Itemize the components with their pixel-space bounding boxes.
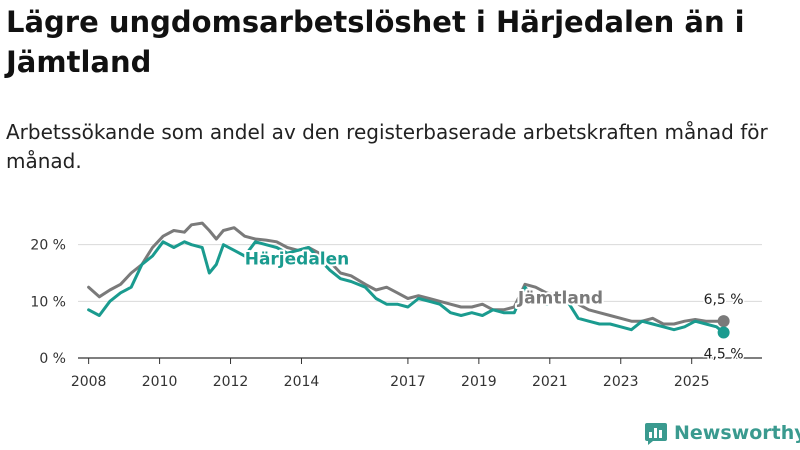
series-line-harjedalen bbox=[87, 240, 726, 334]
x-tick-label: 2025 bbox=[674, 374, 710, 390]
newsworthy-logo: Newsworthy bbox=[644, 418, 800, 448]
series-name-label: Jämtland bbox=[517, 289, 603, 309]
x-tick-label: 2010 bbox=[142, 374, 178, 390]
x-tick-label: 2008 bbox=[71, 374, 107, 390]
series-labels: Jämtland Härjedalen 6,5 % 4,5 % bbox=[243, 248, 745, 365]
chart-title: Lägre ungdomsarbetslöshet i Härjedalen ä… bbox=[6, 5, 745, 79]
newsworthy-logo-icon bbox=[645, 423, 667, 445]
x-tick-label: 2021 bbox=[532, 374, 568, 390]
x-tick-label: 2017 bbox=[390, 374, 426, 390]
series-end-dot bbox=[717, 315, 730, 328]
series-name-label: Härjedalen bbox=[245, 250, 350, 270]
x-tick-label: 2019 bbox=[461, 374, 497, 390]
gridlines bbox=[78, 244, 762, 359]
brand-name: Newsworthy bbox=[674, 422, 800, 444]
series-end-value-label: 4,5 % bbox=[704, 347, 744, 363]
series-lines bbox=[87, 221, 730, 339]
chart-subtitle: Arbetssökande som andel av den registerb… bbox=[6, 120, 768, 173]
y-tick-label: 20 % bbox=[30, 238, 66, 254]
x-axis-ticks: 2008 2010 2012 2014 2017 2019 2021 2023 2025 bbox=[71, 358, 710, 390]
x-tick-label: 2023 bbox=[603, 374, 639, 390]
y-tick-label: 10 % bbox=[30, 294, 66, 310]
y-tick-label: 0 % bbox=[39, 351, 66, 367]
series-end-dot bbox=[717, 326, 730, 339]
x-tick-label: 2012 bbox=[213, 374, 249, 390]
series-line-jamtland bbox=[87, 221, 726, 326]
x-tick-label: 2014 bbox=[284, 374, 320, 390]
y-axis-ticks: 0 % 10 % 20 % bbox=[30, 238, 66, 367]
series-end-value-label: 6,5 % bbox=[704, 292, 744, 308]
